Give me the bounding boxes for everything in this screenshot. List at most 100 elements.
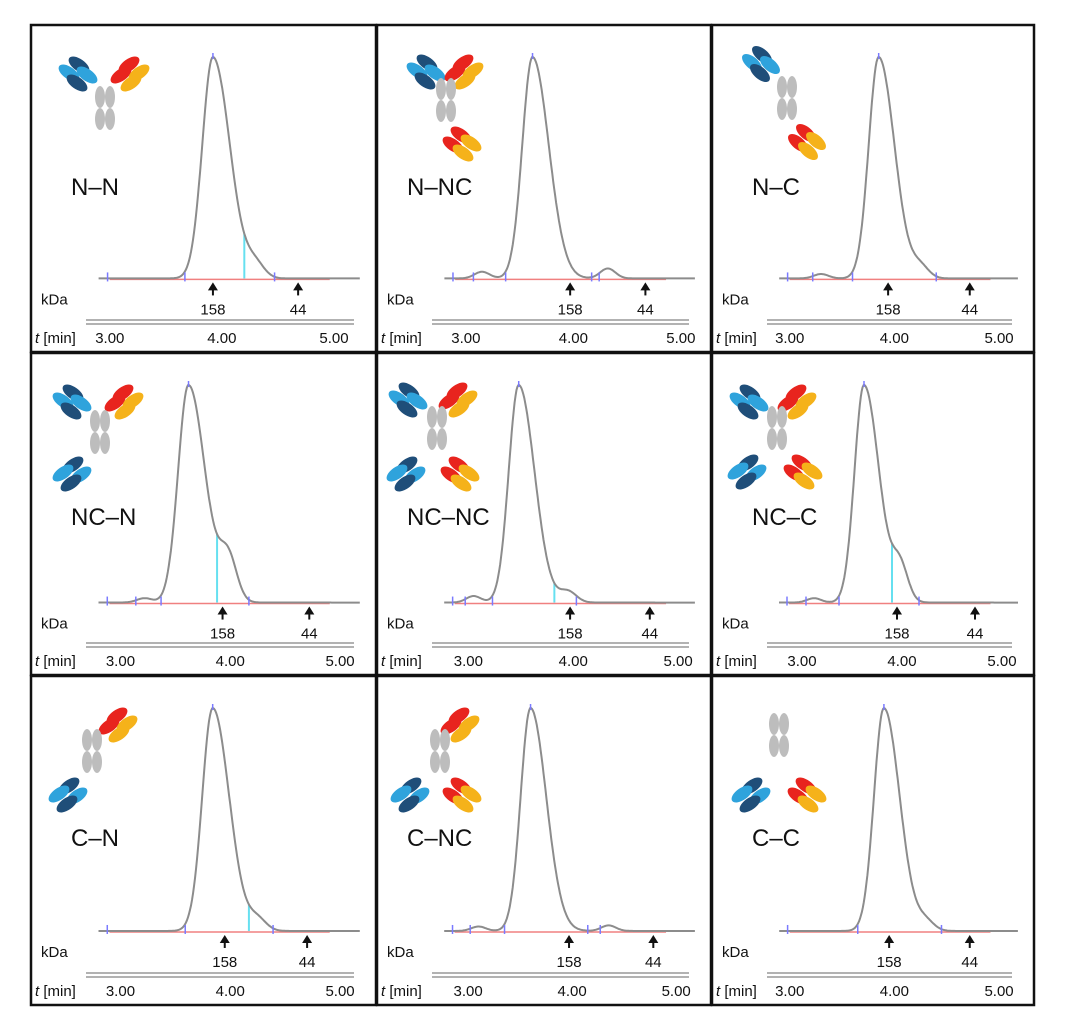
mw-marker-arrowhead	[640, 282, 651, 291]
chromatogram-panel: C–N 158 44 kDa t [min] 3.00 4.00 5.00	[29, 674, 378, 1007]
mw-marker-label: 158	[210, 626, 235, 643]
panel-label: NC–NC	[407, 504, 490, 531]
chromatogram-trace	[779, 706, 1018, 932]
antibody-format-icon	[727, 384, 823, 490]
mw-marker-arrowhead	[970, 606, 980, 615]
chromatogram-panel: N–N 158 44 kDa t [min] 3.00 4.00 5.00	[29, 23, 378, 354]
kda-label: kDa	[387, 616, 414, 633]
time-tick-label: 5.00	[662, 983, 691, 1000]
panel-label: C–C	[752, 825, 800, 852]
antibody-format-icon	[742, 46, 826, 160]
chromatogram-trace	[444, 384, 695, 604]
time-axis-label: t [min]	[716, 983, 757, 1000]
mw-marker-label: 158	[558, 301, 583, 318]
time-axis-label: t [min]	[716, 653, 757, 670]
mw-marker-label: 44	[299, 954, 316, 971]
mw-marker-label: 44	[967, 626, 984, 643]
panel-label: C–NC	[407, 825, 472, 852]
mw-marker-arrowhead	[219, 934, 230, 943]
panel-label: N–N	[71, 174, 119, 201]
mw-marker-label: 44	[641, 626, 658, 643]
kda-label: kDa	[722, 291, 749, 308]
time-axis-label: t [min]	[381, 653, 422, 670]
antibody-format-icon	[48, 707, 138, 813]
time-tick-label: 4.00	[559, 330, 588, 347]
antibody-format-icon	[731, 713, 827, 813]
chromatogram-trace	[444, 56, 695, 280]
antibody-format-icon	[386, 382, 480, 492]
chromatogram-panel: NC–C 158 44 kDa t [min] 3.00 4.00 5.00	[710, 351, 1036, 677]
mw-marker-label: 44	[290, 301, 307, 318]
antibody-format-icon	[406, 54, 484, 162]
time-tick-label: 5.00	[984, 983, 1013, 1000]
time-tick-label: 5.00	[664, 653, 693, 670]
time-tick-label: 4.00	[559, 653, 588, 670]
mw-marker-arrowhead	[217, 606, 228, 615]
chromatogram-trace	[98, 707, 360, 932]
time-tick-label: 5.00	[325, 653, 354, 670]
panel-label: NC–C	[752, 504, 817, 531]
chromatogram-panel: C–NC 158 44 kDa t [min] 3.00 4.00 5.00	[375, 674, 713, 1007]
panel-label: C–N	[71, 825, 119, 852]
time-tick-label: 4.00	[880, 330, 909, 347]
time-tick-label: 3.00	[95, 330, 124, 347]
time-tick-label: 3.00	[106, 983, 135, 1000]
time-tick-label: 5.00	[987, 653, 1016, 670]
chromatogram-panel: C–C 158 44 kDa t [min] 3.00 4.00 5.00	[710, 674, 1036, 1007]
time-tick-label: 5.00	[319, 330, 348, 347]
mw-marker-label: 158	[557, 954, 582, 971]
chromatogram-panel: N–NC 158 44 kDa t [min] 3.00 4.00 5.00	[375, 23, 713, 354]
time-tick-label: 3.00	[775, 983, 804, 1000]
time-tick-label: 5.00	[325, 983, 354, 1000]
chromatogram-trace	[98, 384, 360, 604]
time-axis-label: t [min]	[35, 983, 76, 1000]
panel-label: N–C	[752, 174, 800, 201]
mw-marker-arrowhead	[565, 606, 576, 615]
chromatogram-panel: NC–N 158 44 kDa t [min] 3.00 4.00 5.00	[29, 351, 378, 677]
time-tick-label: 4.00	[880, 983, 909, 1000]
mw-marker-arrowhead	[564, 934, 575, 943]
time-axis-label: t [min]	[381, 983, 422, 1000]
mw-marker-arrowhead	[565, 282, 576, 291]
kda-label: kDa	[722, 616, 749, 633]
chromatogram-trace	[779, 56, 1018, 280]
time-tick-label: 3.00	[106, 653, 135, 670]
kda-label: kDa	[41, 616, 68, 633]
time-tick-label: 3.00	[451, 330, 480, 347]
mw-marker-label: 158	[876, 301, 901, 318]
time-tick-label: 4.00	[216, 983, 245, 1000]
mw-marker-arrowhead	[964, 282, 975, 291]
time-axis-label: t [min]	[35, 330, 76, 347]
mw-marker-arrowhead	[304, 606, 315, 615]
antibody-format-icon	[58, 56, 150, 130]
kda-label: kDa	[41, 944, 68, 961]
time-tick-label: 3.00	[787, 653, 816, 670]
kda-label: kDa	[387, 291, 414, 308]
mw-marker-arrowhead	[644, 606, 655, 615]
kda-label: kDa	[722, 944, 749, 961]
chromatogram-trace	[98, 55, 360, 280]
mw-marker-label: 158	[200, 301, 225, 318]
mw-marker-label: 44	[645, 954, 662, 971]
time-axis-label: t [min]	[35, 653, 76, 670]
chromatogram-trace	[779, 384, 1018, 604]
mw-marker-arrowhead	[293, 282, 304, 291]
mw-marker-arrowhead	[302, 934, 313, 943]
time-axis-label: t [min]	[381, 330, 422, 347]
time-tick-label: 5.00	[666, 330, 695, 347]
mw-marker-arrowhead	[207, 282, 218, 291]
antibody-format-icon	[52, 384, 144, 492]
time-tick-label: 4.00	[207, 330, 236, 347]
mw-marker-arrowhead	[964, 934, 975, 943]
panel-label: NC–N	[71, 504, 136, 531]
mw-marker-label: 44	[961, 954, 978, 971]
time-tick-label: 4.00	[887, 653, 916, 670]
mw-marker-label: 158	[884, 626, 909, 643]
time-tick-label: 3.00	[454, 653, 483, 670]
mw-marker-arrowhead	[883, 282, 894, 291]
chromatogram-panel: NC–NC 158 44 kDa t [min] 3.00 4.00 5.00	[375, 351, 713, 677]
time-tick-label: 4.00	[558, 983, 587, 1000]
kda-label: kDa	[41, 291, 68, 308]
time-tick-label: 4.00	[216, 653, 245, 670]
